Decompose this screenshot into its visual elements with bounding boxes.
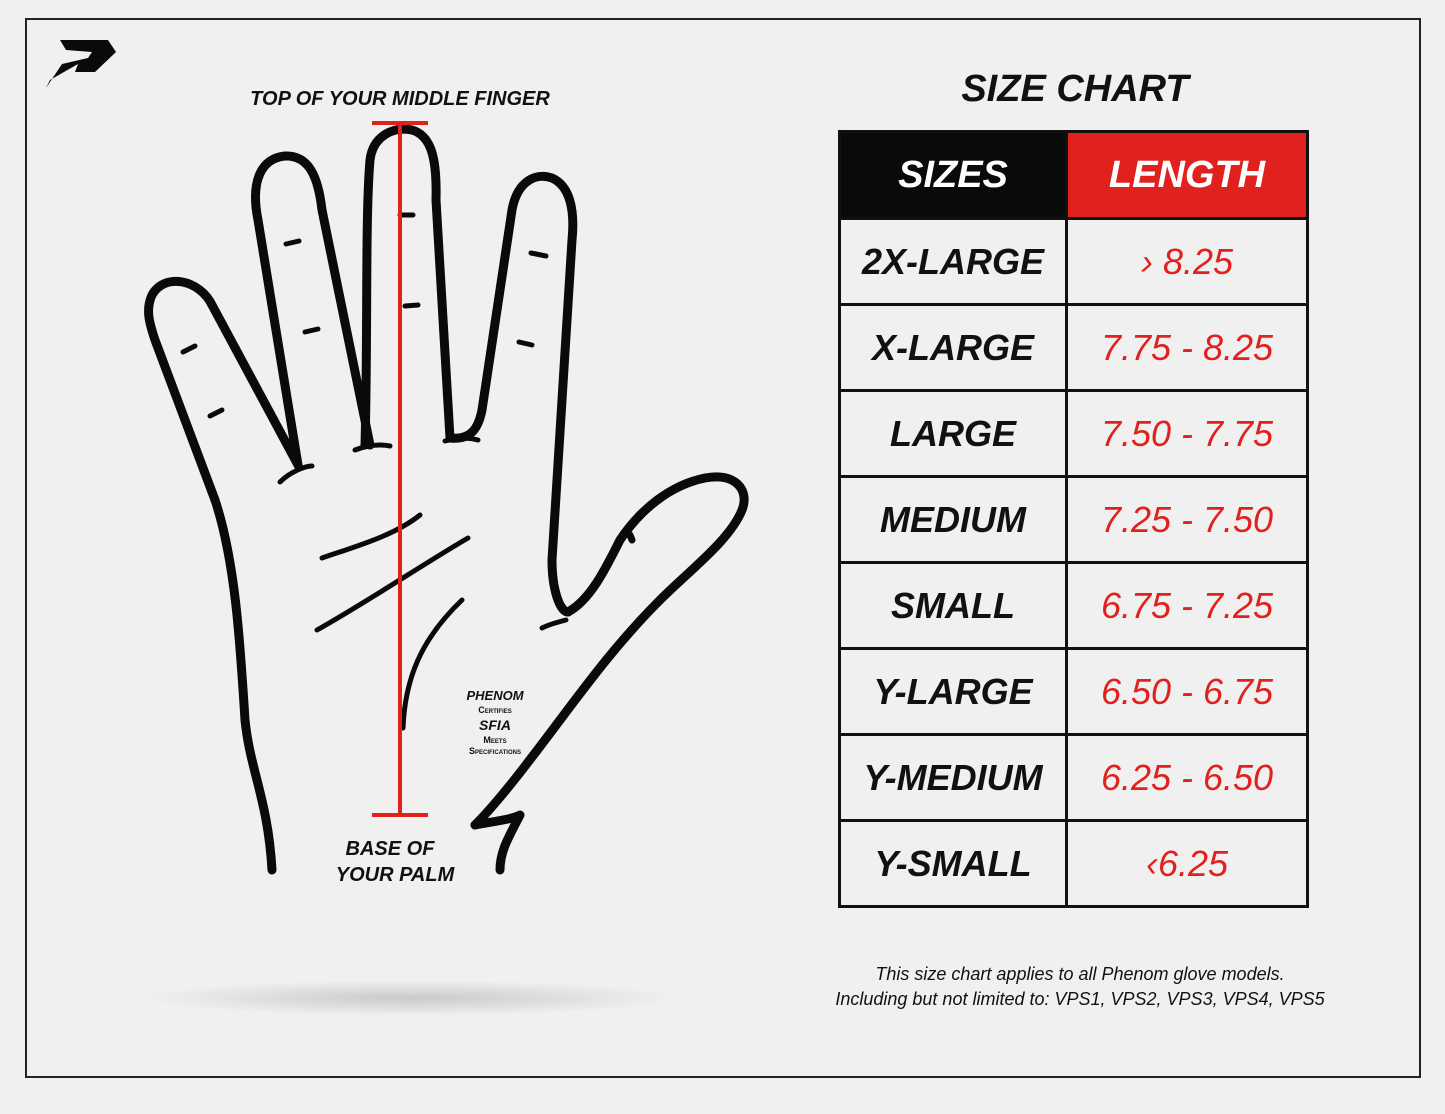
length-cell: 7.25 - 7.50	[1065, 475, 1309, 564]
cert-line2: Meets	[483, 735, 507, 745]
cert-brand: PHENOM	[466, 688, 524, 703]
table-row: Y-LARGE 6.50 - 6.75	[838, 647, 1309, 736]
table-row: Y-MEDIUM 6.25 - 6.50	[838, 733, 1309, 822]
table-row: X-LARGE 7.75 - 8.25	[838, 303, 1309, 392]
cert-line3: Specifications	[469, 746, 521, 756]
cert-line1: Certifies	[478, 705, 512, 715]
hand-shadow	[140, 980, 680, 1016]
cert-org: SFIA	[479, 717, 511, 733]
base-of-palm-label-line1: BASE OF	[345, 838, 435, 860]
sizes-header: SIZES	[838, 130, 1068, 220]
table-row: SMALL 6.75 - 7.25	[838, 561, 1309, 650]
size-cell: SMALL	[838, 561, 1068, 650]
size-cell: Y-LARGE	[838, 647, 1068, 736]
size-cell: 2X-LARGE	[838, 217, 1068, 306]
table-row: Y-SMALL ‹6.25	[838, 819, 1309, 908]
size-cell: MEDIUM	[838, 475, 1068, 564]
table-row: LARGE 7.50 - 7.75	[838, 389, 1309, 478]
top-of-finger-label: TOP OF YOUR MIDDLE FINGER	[250, 88, 550, 110]
size-chart-table: SIZES LENGTH 2X-LARGE › 8.25 X-LARGE 7.75 -…	[838, 130, 1309, 908]
page-frame	[25, 18, 1421, 1078]
size-cell: X-LARGE	[838, 303, 1068, 392]
length-cell: 6.50 - 6.75	[1065, 647, 1309, 736]
palm-lines-icon	[180, 212, 569, 731]
length-cell: › 8.25	[1065, 217, 1309, 306]
length-cell: 7.50 - 7.75	[1065, 389, 1309, 478]
table-row: 2X-LARGE › 8.25	[838, 217, 1309, 306]
size-cell: Y-MEDIUM	[838, 733, 1068, 822]
length-cell: 6.75 - 7.25	[1065, 561, 1309, 650]
table-header-row: SIZES LENGTH	[838, 130, 1309, 220]
length-header: LENGTH	[1065, 130, 1309, 220]
measurement-line-icon	[372, 121, 428, 817]
table-row: MEDIUM 7.25 - 7.50	[838, 475, 1309, 564]
size-chart-note: This size chart applies to all Phenom gl…	[800, 962, 1360, 1012]
hand-outline-icon	[144, 124, 749, 875]
length-cell: ‹6.25	[1065, 819, 1309, 908]
size-cell: Y-SMALL	[838, 819, 1068, 908]
length-cell: 6.25 - 6.50	[1065, 733, 1309, 822]
size-chart-title: SIZE CHART	[961, 68, 1189, 110]
note-line2: Including but not limited to: VPS1, VPS2…	[835, 989, 1325, 1009]
note-line1: This size chart applies to all Phenom gl…	[875, 964, 1285, 984]
base-of-palm-label-line2: YOUR PALM	[335, 864, 455, 886]
size-cell: LARGE	[838, 389, 1068, 478]
sfia-certification-badge: PHENOM Certifies SFIA Meets Specificatio…	[450, 688, 540, 757]
phenom-logo-icon	[46, 40, 116, 88]
length-cell: 7.75 - 8.25	[1065, 303, 1309, 392]
